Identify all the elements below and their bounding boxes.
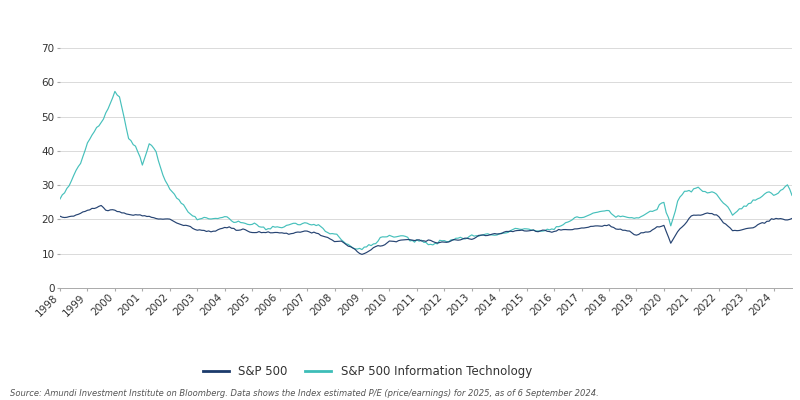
Legend: S&P 500, S&P 500 Information Technology: S&P 500, S&P 500 Information Technology (198, 360, 537, 383)
Text: Source: Amundi Investment Institute on Bloomberg. Data shows the Index estimated: Source: Amundi Investment Institute on B… (10, 389, 598, 398)
Text: Figure 2: US tech valuation levels on a historical basis (price to earnings rati: Figure 2: US tech valuation levels on a … (10, 15, 602, 28)
